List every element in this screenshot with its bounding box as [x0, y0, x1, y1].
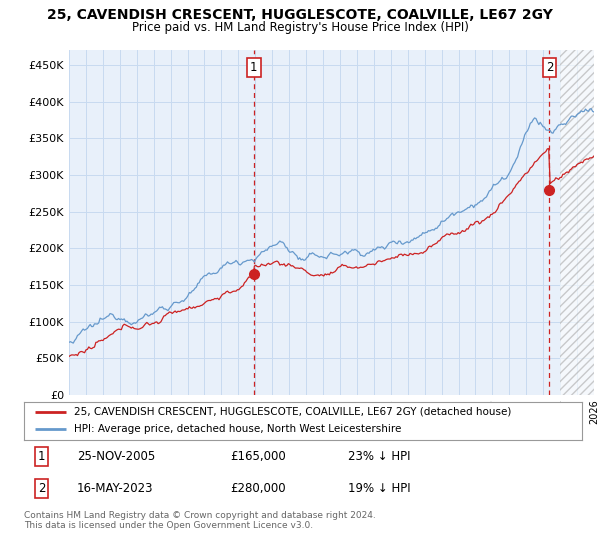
Text: 25-NOV-2005: 25-NOV-2005	[77, 450, 155, 463]
Text: 1: 1	[38, 450, 46, 463]
Text: 1: 1	[250, 60, 257, 74]
Text: 23% ↓ HPI: 23% ↓ HPI	[347, 450, 410, 463]
Text: 2: 2	[546, 60, 553, 74]
Text: 25, CAVENDISH CRESCENT, HUGGLESCOTE, COALVILLE, LE67 2GY: 25, CAVENDISH CRESCENT, HUGGLESCOTE, COA…	[47, 8, 553, 22]
Text: £165,000: £165,000	[230, 450, 286, 463]
Text: 25, CAVENDISH CRESCENT, HUGGLESCOTE, COALVILLE, LE67 2GY (detached house): 25, CAVENDISH CRESCENT, HUGGLESCOTE, COA…	[74, 407, 512, 417]
Text: HPI: Average price, detached house, North West Leicestershire: HPI: Average price, detached house, Nort…	[74, 424, 401, 435]
Text: 19% ↓ HPI: 19% ↓ HPI	[347, 482, 410, 495]
Text: 16-MAY-2023: 16-MAY-2023	[77, 482, 154, 495]
Text: 2: 2	[38, 482, 46, 495]
Text: Price paid vs. HM Land Registry's House Price Index (HPI): Price paid vs. HM Land Registry's House …	[131, 21, 469, 34]
Text: Contains HM Land Registry data © Crown copyright and database right 2024.
This d: Contains HM Land Registry data © Crown c…	[24, 511, 376, 530]
Text: £280,000: £280,000	[230, 482, 286, 495]
